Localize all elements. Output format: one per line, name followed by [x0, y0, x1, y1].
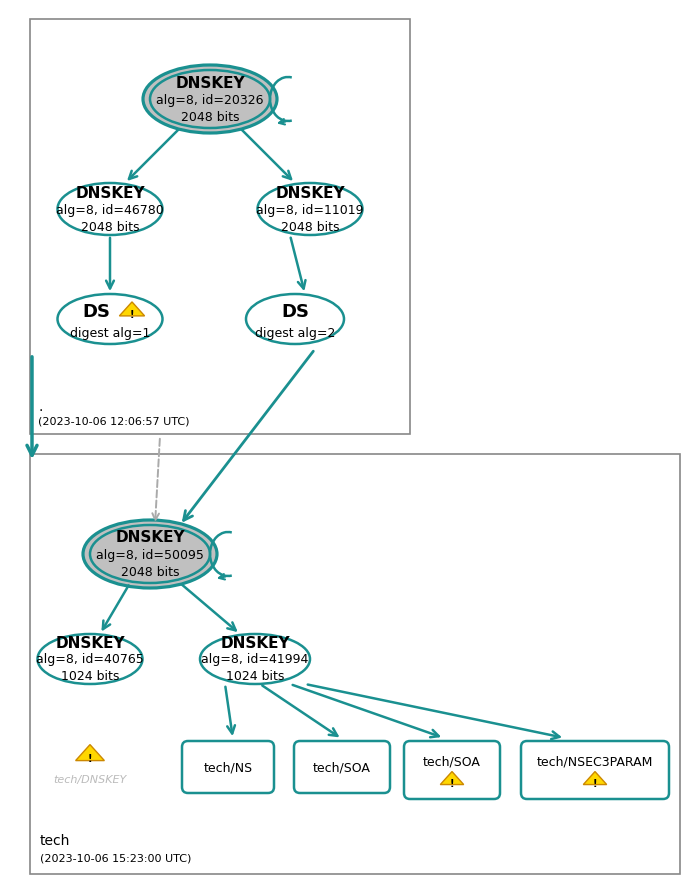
Text: alg=8, id=11019: alg=8, id=11019	[256, 203, 364, 216]
Text: !: !	[130, 309, 134, 320]
Ellipse shape	[200, 634, 310, 684]
Ellipse shape	[37, 634, 143, 684]
Text: DNSKEY: DNSKEY	[115, 530, 185, 544]
Text: (2023-10-06 12:06:57 UTC): (2023-10-06 12:06:57 UTC)	[38, 416, 189, 426]
Text: digest alg=2: digest alg=2	[255, 326, 335, 339]
Ellipse shape	[58, 295, 162, 344]
Text: .: .	[38, 400, 42, 414]
Text: alg=8, id=50095: alg=8, id=50095	[96, 548, 204, 561]
Text: tech: tech	[40, 833, 71, 847]
Ellipse shape	[150, 71, 270, 129]
Text: tech/SOA: tech/SOA	[313, 761, 371, 773]
Text: tech/DNSKEY: tech/DNSKEY	[53, 774, 127, 784]
Text: 2048 bits: 2048 bits	[121, 565, 179, 578]
Text: 2048 bits: 2048 bits	[281, 220, 340, 233]
Text: DS: DS	[281, 303, 309, 321]
Ellipse shape	[258, 184, 362, 236]
Text: alg=8, id=20326: alg=8, id=20326	[156, 93, 264, 106]
Polygon shape	[440, 772, 464, 785]
Text: tech/SOA: tech/SOA	[423, 755, 481, 768]
Text: DNSKEY: DNSKEY	[55, 635, 125, 650]
FancyBboxPatch shape	[182, 741, 274, 793]
FancyBboxPatch shape	[404, 741, 500, 799]
FancyBboxPatch shape	[521, 741, 669, 799]
Polygon shape	[119, 302, 145, 316]
Ellipse shape	[143, 66, 277, 134]
Ellipse shape	[83, 520, 217, 588]
Text: digest alg=1: digest alg=1	[70, 326, 150, 339]
Text: !: !	[450, 778, 454, 789]
Polygon shape	[76, 745, 105, 761]
Text: DNSKEY: DNSKEY	[75, 185, 145, 200]
Polygon shape	[584, 772, 606, 785]
Text: DNSKEY: DNSKEY	[220, 635, 290, 650]
Text: 2048 bits: 2048 bits	[181, 110, 239, 123]
Text: tech/NSEC3PARAM: tech/NSEC3PARAM	[537, 755, 653, 768]
Text: (2023-10-06 15:23:00 UTC): (2023-10-06 15:23:00 UTC)	[40, 853, 191, 863]
Ellipse shape	[90, 526, 210, 584]
Text: alg=8, id=41994: alg=8, id=41994	[201, 653, 308, 666]
Text: 1024 bits: 1024 bits	[226, 670, 284, 683]
Text: 2048 bits: 2048 bits	[81, 220, 139, 233]
Text: DS: DS	[82, 303, 110, 321]
Text: tech/NS: tech/NS	[204, 761, 252, 773]
Bar	[30, 20, 410, 434]
Bar	[30, 454, 680, 874]
Text: !: !	[593, 778, 597, 789]
Ellipse shape	[58, 184, 162, 236]
FancyBboxPatch shape	[294, 741, 390, 793]
Text: DNSKEY: DNSKEY	[175, 75, 245, 90]
Text: alg=8, id=40765: alg=8, id=40765	[36, 653, 144, 666]
Text: alg=8, id=46780: alg=8, id=46780	[56, 203, 164, 216]
Text: DNSKEY: DNSKEY	[275, 185, 345, 200]
Ellipse shape	[246, 295, 344, 344]
Text: !: !	[88, 753, 92, 763]
Text: 1024 bits: 1024 bits	[61, 670, 119, 683]
